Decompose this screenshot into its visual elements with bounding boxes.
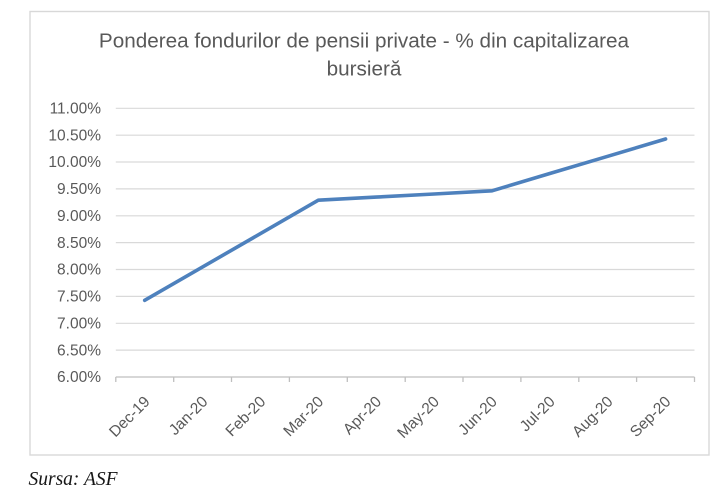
svg-text:7.50%: 7.50% — [57, 289, 101, 306]
svg-text:9.00%: 9.00% — [57, 208, 101, 225]
svg-text:10.50%: 10.50% — [48, 127, 101, 144]
svg-text:Sursa: ASF: Sursa: ASF — [29, 469, 119, 490]
svg-text:9.50%: 9.50% — [57, 181, 101, 198]
svg-text:6.50%: 6.50% — [57, 342, 101, 359]
svg-text:bursieră: bursieră — [327, 58, 402, 81]
svg-text:10.00%: 10.00% — [48, 154, 101, 171]
svg-text:8.00%: 8.00% — [57, 262, 101, 279]
svg-text:11.00%: 11.00% — [50, 101, 102, 118]
svg-text:7.00%: 7.00% — [57, 316, 101, 333]
svg-text:6.00%: 6.00% — [57, 369, 101, 386]
svg-text:8.50%: 8.50% — [57, 235, 101, 252]
svg-text:Ponderea fondurilor de pensii: Ponderea fondurilor de pensii private - … — [99, 30, 630, 53]
